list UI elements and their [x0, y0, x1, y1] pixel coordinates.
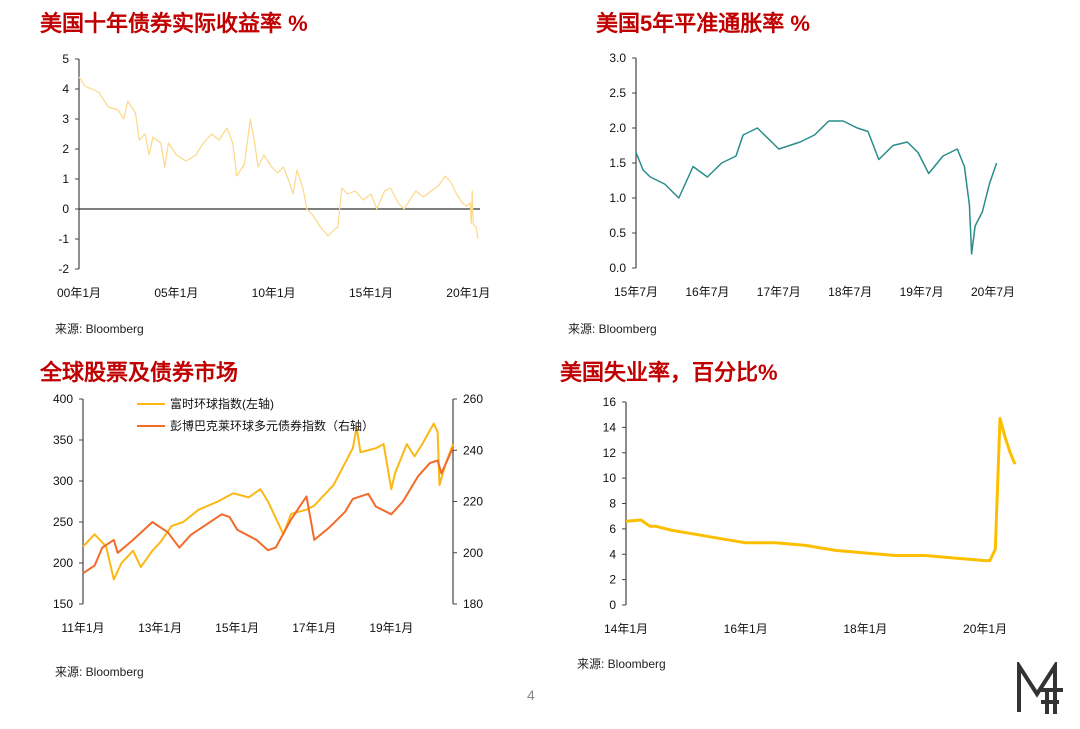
series-line-2 [82, 447, 454, 575]
chart-title-real-yield: 美国十年债券实际收益率 % [40, 11, 308, 36]
y2-tick-label: 180 [463, 597, 483, 611]
x-tick-label: 10年1月 [252, 286, 296, 300]
chart-title-global-markets: 全球股票及债券市场 [40, 360, 239, 385]
x-tick-label: 15年1月 [215, 621, 259, 635]
y-tick-label: 2 [62, 142, 69, 156]
x-tick-label: 13年1月 [138, 621, 182, 635]
y-tick-label: -1 [58, 232, 69, 246]
x-tick-label: 20年1月 [963, 622, 1007, 636]
x-tick-label: 15年1月 [349, 286, 393, 300]
x-tick-label: 05年1月 [154, 286, 198, 300]
y-tick-label: 4 [62, 82, 69, 96]
y-tick-label: 0 [62, 202, 69, 216]
x-tick-label: 00年1月 [57, 286, 101, 300]
y-tick-label: 300 [53, 474, 73, 488]
x-tick-label: 18年1月 [843, 622, 887, 636]
y-tick-label: 16 [603, 395, 617, 409]
x-tick-label: 20年7月 [971, 285, 1015, 299]
y-tick-label: 6 [609, 522, 616, 536]
mf-logo-icon [1017, 659, 1063, 714]
x-tick-label: 15年7月 [614, 285, 658, 299]
y-tick-label: 8 [609, 497, 616, 511]
y2-tick-label: 260 [463, 392, 483, 406]
legend-label: 富时环球指数(左轴) [170, 396, 274, 411]
series-line-1 [625, 417, 1017, 563]
y-tick-label: 150 [53, 597, 73, 611]
y-tick-label: 200 [53, 556, 73, 570]
x-tick-label: 16年1月 [724, 622, 768, 636]
x-tick-label: 14年1月 [604, 622, 648, 636]
y-tick-label: 3.0 [609, 51, 626, 65]
chart-title-unemployment: 美国失业率，百分比% [560, 360, 778, 385]
x-tick-label: 19年1月 [369, 621, 413, 635]
source-note: 来源: Bloomberg [55, 665, 144, 679]
x-tick-label: 17年1月 [292, 621, 336, 635]
legend-label: 彭博巴克莱环球多元债券指数（右轴） [170, 418, 374, 433]
y-tick-label: 1.5 [609, 156, 626, 170]
mf-logo [1015, 659, 1065, 722]
y-tick-label: 0.5 [609, 226, 626, 240]
chart-title-breakeven: 美国5年平准通胀率 % [596, 11, 810, 36]
y-tick-label: 400 [53, 392, 73, 406]
y2-tick-label: 200 [463, 546, 483, 560]
y-tick-label: 250 [53, 515, 73, 529]
y-tick-label: 4 [609, 547, 616, 561]
x-tick-label: 17年7月 [757, 285, 801, 299]
y-tick-label: 5 [62, 52, 69, 66]
y-tick-label: 12 [603, 446, 617, 460]
y-tick-label: 3 [62, 112, 69, 126]
y-tick-label: 10 [603, 471, 617, 485]
y-tick-label: 0 [609, 598, 616, 612]
y-tick-label: 2 [609, 573, 616, 587]
source-note: 来源: Bloomberg [55, 322, 144, 336]
page-number: 4 [527, 687, 535, 703]
y-tick-label: 1.0 [609, 191, 626, 205]
y-tick-label: 0.0 [609, 261, 626, 275]
y-tick-label: -2 [58, 262, 69, 276]
x-tick-label: 18年7月 [828, 285, 872, 299]
y-tick-label: 2.5 [609, 86, 626, 100]
x-tick-label: 11年1月 [61, 621, 104, 635]
series-line-1 [635, 120, 998, 255]
series-line-1 [82, 422, 454, 581]
x-tick-label: 16年7月 [685, 285, 729, 299]
source-note: 来源: Bloomberg [568, 322, 657, 336]
y-tick-label: 2.0 [609, 121, 626, 135]
x-tick-label: 19年7月 [900, 285, 944, 299]
y-tick-label: 14 [603, 420, 617, 434]
y2-tick-label: 220 [463, 495, 483, 509]
series-line-1 [78, 76, 479, 240]
source-note: 来源: Bloomberg [577, 657, 666, 671]
y-tick-label: 1 [62, 172, 69, 186]
x-tick-label: 20年1月 [446, 286, 490, 300]
y-tick-label: 350 [53, 433, 73, 447]
y2-tick-label: 240 [463, 443, 483, 457]
